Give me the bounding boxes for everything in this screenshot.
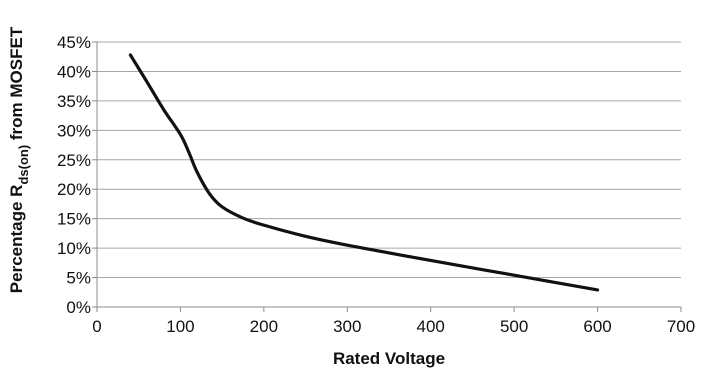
y-axis-title-main: Percentage R <box>7 185 26 294</box>
x-axis-title: Rated Voltage <box>333 349 445 368</box>
y-tick-label: 5% <box>66 269 91 288</box>
x-tick-label: 600 <box>583 317 611 336</box>
axes <box>97 42 681 307</box>
y-tick-label: 10% <box>57 239 91 258</box>
y-axis-title-subscript: ds(on) <box>16 145 31 185</box>
x-tick-label: 200 <box>250 317 278 336</box>
x-tick-labels: 0 100 200 300 400 500 600 700 <box>92 307 695 336</box>
x-tick-label: 500 <box>500 317 528 336</box>
y-tick-label: 35% <box>57 92 91 111</box>
y-tick-label: 25% <box>57 151 91 170</box>
series-line <box>130 55 597 290</box>
x-tick-label: 700 <box>667 317 695 336</box>
y-tick-label: 0% <box>66 298 91 317</box>
x-tick-label: 300 <box>333 317 361 336</box>
x-tick-label: 400 <box>417 317 445 336</box>
y-tick-label: 20% <box>57 180 91 199</box>
y-tick-label: 30% <box>57 121 91 140</box>
gridlines <box>97 42 681 278</box>
y-tick-label: 40% <box>57 62 91 81</box>
y-tick-label: 15% <box>57 210 91 229</box>
y-tick-labels: 0% 5% 10% 15% 20% 25% 30% 35% 40% 45% <box>57 33 97 317</box>
y-axis-title: Percentage Rds(on) from MOSFET <box>7 26 31 293</box>
x-tick-label: 0 <box>92 317 101 336</box>
y-tick-label: 45% <box>57 33 91 52</box>
y-axis-title-tail: from MOSFET <box>7 26 26 145</box>
series-group <box>130 55 597 290</box>
x-tick-label: 100 <box>166 317 194 336</box>
